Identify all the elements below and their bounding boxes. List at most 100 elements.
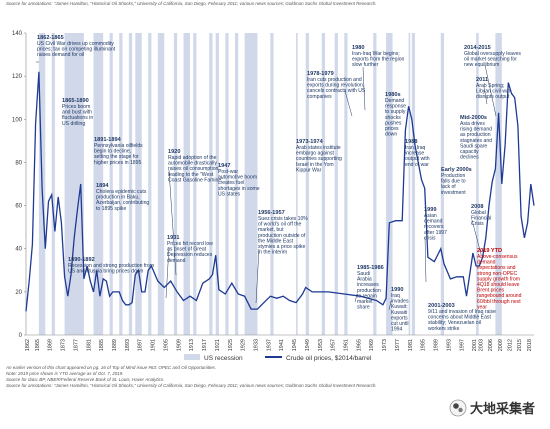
x-tick-label: 1877 (73, 339, 79, 351)
annotation-body-line: Global oversupply leaves (464, 51, 521, 57)
annotation-body-line: falls due to (441, 179, 466, 185)
annotation-body-line: prices; tax on competing illuminant (37, 47, 116, 53)
y-tick-label: 140 (12, 31, 23, 37)
recession-band (193, 33, 197, 335)
recession-band (234, 33, 239, 335)
annotation-body-line: automobile drastically (168, 161, 217, 167)
annotation-body-line: Libyan civil war (476, 89, 511, 95)
legend: US recession Crude oil prices, $2014/barr… (184, 354, 372, 362)
annotation-title: 1999 (424, 207, 436, 213)
leader-line (388, 300, 392, 311)
recession-band (119, 33, 123, 335)
annotation-body-line: setting the stage for (94, 154, 139, 160)
recession-bands (38, 33, 502, 335)
annotation-body-line: Recession and strong production from (68, 263, 154, 269)
annotation-body-line: oil market searching for (464, 57, 517, 63)
annotation-body-line: Demand (385, 98, 404, 104)
recession-band (408, 33, 411, 335)
annotation-body-line: US and Russia bring prices down (68, 269, 143, 275)
x-tick-label: 2015 (517, 339, 523, 351)
x-tick-label: 1862 (25, 339, 31, 351)
annotation-body-line: Financial (471, 216, 491, 222)
recession-band (305, 33, 309, 335)
annotation-body-line: creates fuel (218, 180, 244, 186)
x-tick-label: 1889 (112, 339, 118, 351)
annotation-title: 1890-1892 (68, 257, 95, 263)
annotation-body-line: slow further (352, 62, 379, 68)
annotation-title: 1920 (168, 149, 180, 155)
annotation-a1990: 1990IraqinvadesKuwait;Kuwaitiexportscut … (391, 287, 409, 333)
leader-line (344, 90, 353, 117)
recession-band (173, 33, 178, 335)
annotation-body-line: Above-consensus (477, 254, 518, 260)
legend-label-recession: US recession (204, 355, 243, 362)
annotation-body-line: end of war (405, 162, 429, 168)
annotation-body-line: to regain (357, 293, 377, 299)
annotation-a2019: 2019 YTDAbove-consensusdemandexpectation… (477, 248, 522, 310)
annotation-body-line: Brent prices (477, 288, 505, 294)
annotation-body-line: begin to decline, (94, 149, 131, 155)
leader-line (471, 219, 482, 255)
x-tick-label: 1917 (202, 339, 208, 351)
annotation-title: 1956-1957 (258, 210, 285, 216)
annotation-body-line: crisis (424, 235, 436, 241)
annotation-body-line: investment (441, 190, 466, 196)
annotation-body-line: workers strike (428, 326, 460, 332)
footnote-line: Source for annotations: "James Hamilton,… (6, 383, 377, 388)
annotation-body-line: production outside of (258, 233, 306, 239)
annotation-body-line: Iran cuts production and (307, 77, 362, 83)
watermark-text: 大地采集者 (470, 401, 535, 417)
price-line (25, 71, 535, 312)
x-tick-label: 2003 (479, 339, 485, 351)
y-tick-label: 0 (19, 333, 23, 339)
leader-line (424, 236, 427, 283)
x-tick-label: 2001 (472, 339, 478, 351)
annotation-body-line: demand (424, 219, 443, 225)
annotation-body-line: Depression reduces (167, 252, 213, 258)
annotation-body-line: Iran-Iraq War begins; (352, 51, 400, 57)
annotation-body-line: response (385, 104, 406, 110)
annotation-body-line: Pennsylvania oilfields (94, 143, 143, 149)
x-tick-label: 1905 (163, 339, 169, 351)
annotation-body-line: Crisis (471, 221, 484, 227)
x-tick-label: 1969 (369, 339, 375, 351)
annotation-body-line: new equilibrium (464, 62, 499, 68)
annotation-body-line: concerns about Middle East (428, 315, 491, 321)
annotation-body-line: Cholera epidemic cuts (96, 189, 147, 195)
annotation-body-line: the Middle East (258, 238, 294, 244)
y-tick-label: 20 (15, 290, 22, 296)
footnote-line: Source for data: BP, NBER/Federal Reserv… (6, 377, 164, 382)
annotation-title: 1891-1894 (94, 137, 122, 143)
annotation-body-line: and bust with (62, 110, 92, 116)
annotation-body-line: pushes (385, 120, 402, 126)
annotation-body-line: Iraq (391, 293, 400, 299)
annotation-title: 2001-2003 (428, 303, 455, 309)
x-tick-label: 1913 (189, 339, 195, 351)
annotation-body-line: share (357, 305, 370, 311)
annotation-body-line: stymies a price spike (258, 244, 305, 250)
top-source-note: Source for annotations: "James Hamilton,… (6, 1, 377, 6)
x-tick-label: 1881 (86, 339, 92, 351)
annotation-body-line: companies (307, 94, 332, 100)
leader-line (483, 86, 488, 105)
annotation-body-line: as production (460, 132, 491, 138)
annotation-title: 1862-1865 (37, 35, 64, 41)
annotation-body-line: exports during revolution, (307, 83, 364, 89)
recession-band (135, 33, 142, 335)
recession-band (321, 33, 326, 335)
annotation-body-line: raises oil consumption, (168, 166, 220, 172)
x-tick-label: 1953 (318, 339, 324, 351)
annotation-body-line: Prices hit record low (167, 241, 213, 247)
annotation-body-line: Azerbaijan, contributing (96, 200, 149, 206)
annotation-title: 1980 (352, 45, 364, 51)
annotation-body-line: Saudi (357, 271, 370, 277)
annotation-body-line: capacity (460, 149, 479, 155)
annotation-body-line: to 1895 spike (96, 206, 126, 212)
annotation-body-line: declines (460, 155, 479, 161)
